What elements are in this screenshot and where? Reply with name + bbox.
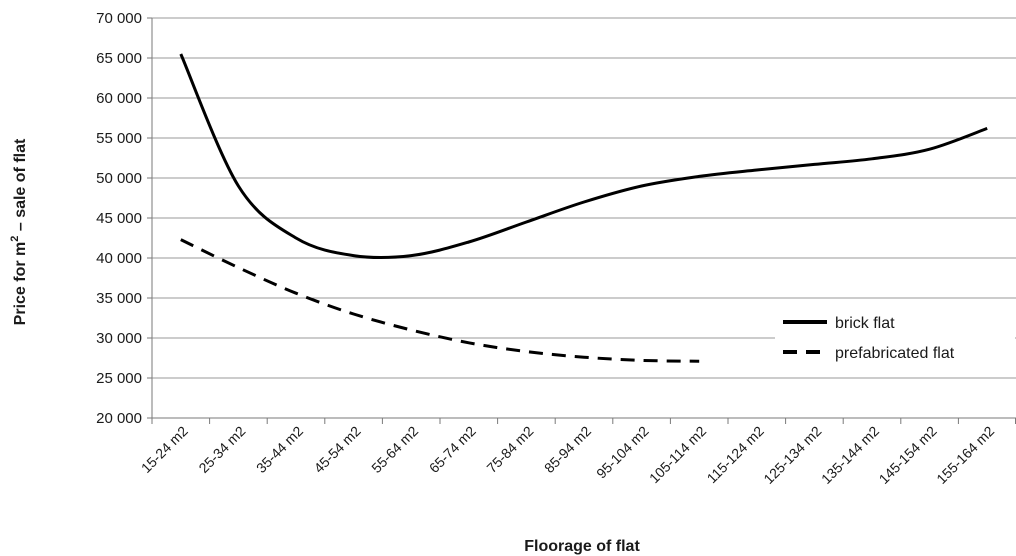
x-axis-title: Floorage of flat bbox=[524, 538, 640, 555]
y-tick-label: 35 000 bbox=[96, 290, 142, 307]
x-tick-label: 115-124 m2 bbox=[704, 423, 768, 487]
y-tick-label: 45 000 bbox=[96, 210, 142, 227]
y-tick-label: 65 000 bbox=[96, 50, 142, 67]
x-tick-label: 145-154 m2 bbox=[876, 423, 940, 487]
y-axis-tick-labels: 20 000 25 000 30 000 35 000 40 000 45 000 50 0… bbox=[96, 10, 142, 427]
y-tick-label: 50 000 bbox=[96, 170, 142, 187]
y-tick-label: 60 000 bbox=[96, 90, 142, 107]
series-line-prefabricated-flat bbox=[180, 238, 700, 363]
x-tick-label: 155-164 m2 bbox=[933, 423, 997, 487]
y-tick-label: 40 000 bbox=[96, 250, 142, 267]
legend-label-prefabricated-flat: prefabricated flat bbox=[835, 345, 955, 362]
legend: brick flat prefabricated flat bbox=[775, 305, 1015, 371]
y-tick-label: 30 000 bbox=[96, 330, 142, 347]
y-axis-title-superscript: 2 bbox=[9, 236, 21, 242]
x-tick-label: 15-24 m2 bbox=[138, 423, 191, 476]
x-tick-label: 35-44 m2 bbox=[253, 423, 306, 476]
x-tick-label: 95-104 m2 bbox=[593, 423, 652, 482]
x-tick-label: 55-64 m2 bbox=[368, 423, 421, 476]
y-tick-label: 25 000 bbox=[96, 370, 142, 387]
y-axis-title-rest: – sale of flat bbox=[12, 138, 29, 236]
legend-background bbox=[775, 305, 1015, 371]
y-tick-label: 20 000 bbox=[96, 410, 142, 427]
x-tick-label: 45-54 m2 bbox=[311, 423, 364, 476]
series-lines bbox=[179, 53, 988, 363]
y-axis-title-main: Price for m bbox=[12, 242, 29, 326]
y-tick-label: 70 000 bbox=[96, 10, 142, 27]
x-tick-label: 25-34 m2 bbox=[195, 423, 248, 476]
y-axis-title: Price for m2 – sale of flat bbox=[9, 138, 29, 325]
x-tick-label: 65-74 m2 bbox=[426, 423, 479, 476]
y-tick-label: 55 000 bbox=[96, 130, 142, 147]
x-tick-label: 135-144 m2 bbox=[818, 423, 882, 487]
x-tick-label: 105-114 m2 bbox=[646, 423, 710, 487]
x-tick-label: 125-134 m2 bbox=[760, 423, 824, 487]
legend-label-brick-flat: brick flat bbox=[835, 315, 895, 332]
x-tick-label: 85-94 m2 bbox=[541, 423, 594, 476]
x-axis-tick-labels: 15-24 m2 25-34 m2 35-44 m2 45-54 m2 55-64 m2… bbox=[138, 423, 998, 487]
x-tick-label: 75-84 m2 bbox=[483, 423, 536, 476]
series-line-brick-flat bbox=[179, 53, 988, 260]
gridlines bbox=[152, 17, 1016, 379]
